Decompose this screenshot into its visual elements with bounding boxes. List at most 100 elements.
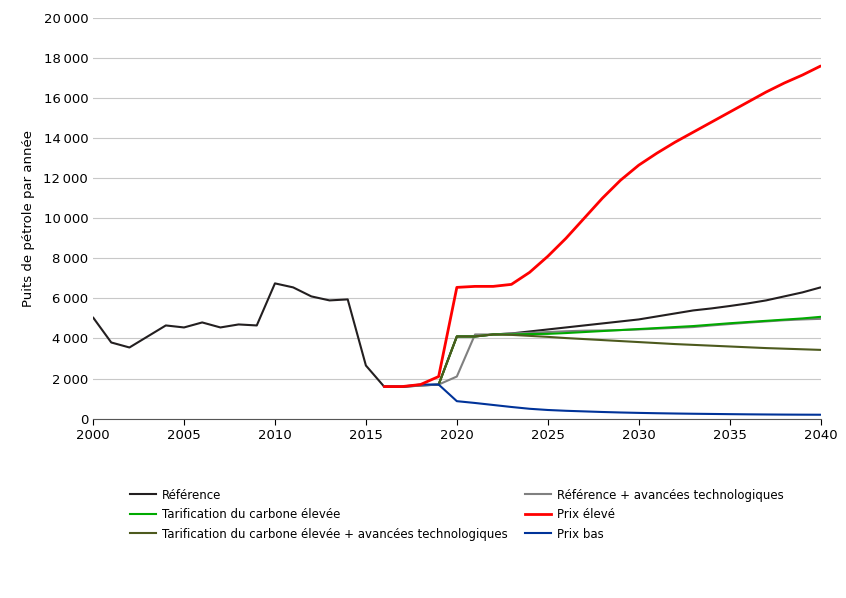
Référence + avancées technologiques bbox=[670, 324, 680, 331]
Prix bas bbox=[470, 399, 481, 407]
Prix élevé bbox=[379, 383, 389, 390]
Tarification du carbone élevée bbox=[470, 333, 481, 340]
Tarification du carbone élevée bbox=[779, 316, 789, 324]
Référence bbox=[143, 333, 153, 340]
Référence + avancées technologiques bbox=[488, 331, 498, 338]
Référence + avancées technologiques bbox=[452, 373, 462, 380]
Référence bbox=[361, 362, 371, 369]
Tarification du carbone élevée bbox=[525, 331, 535, 338]
Prix bas bbox=[761, 411, 772, 418]
Prix élevé bbox=[634, 161, 644, 169]
Prix bas bbox=[689, 410, 699, 417]
Tarification du carbone élevée + avancées technologiques bbox=[634, 338, 644, 346]
Référence + avancées technologiques bbox=[415, 382, 426, 389]
Prix bas bbox=[798, 411, 808, 418]
Référence + avancées technologiques bbox=[398, 383, 408, 390]
Prix élevé bbox=[398, 383, 408, 390]
Prix bas bbox=[616, 409, 626, 416]
Tarification du carbone élevée bbox=[580, 328, 590, 335]
Référence + avancées technologiques bbox=[816, 315, 826, 322]
Référence bbox=[725, 303, 735, 310]
Y-axis label: Puits de pétrole par année: Puits de pétrole par année bbox=[22, 130, 36, 307]
Prix élevé bbox=[616, 176, 626, 184]
Référence bbox=[252, 322, 262, 329]
Line: Tarification du carbone élevée: Tarification du carbone élevée bbox=[439, 317, 821, 385]
Prix élevé bbox=[525, 269, 535, 276]
Tarification du carbone élevée bbox=[761, 318, 772, 325]
Référence + avancées technologiques bbox=[580, 327, 590, 334]
Prix élevé bbox=[725, 108, 735, 115]
Tarification du carbone élevée bbox=[434, 381, 444, 388]
Référence bbox=[816, 284, 826, 291]
Référence bbox=[434, 381, 444, 388]
Tarification du carbone élevée bbox=[670, 324, 680, 331]
Tarification du carbone élevée bbox=[561, 329, 571, 337]
Tarification du carbone élevée + avancées technologiques bbox=[779, 345, 789, 352]
Prix bas bbox=[525, 405, 535, 413]
Prix élevé bbox=[779, 80, 789, 87]
Référence + avancées technologiques bbox=[616, 327, 626, 334]
Tarification du carbone élevée bbox=[725, 320, 735, 327]
Prix bas bbox=[507, 404, 517, 411]
Référence + avancées technologiques bbox=[652, 325, 662, 332]
Référence bbox=[415, 382, 426, 389]
Tarification du carbone élevée + avancées technologiques bbox=[761, 344, 772, 352]
Tarification du carbone élevée bbox=[543, 330, 553, 337]
Tarification du carbone élevée bbox=[689, 322, 699, 329]
Tarification du carbone élevée bbox=[597, 328, 607, 335]
Prix bas bbox=[379, 383, 389, 390]
Prix élevé bbox=[434, 373, 444, 380]
Référence bbox=[525, 328, 535, 335]
Tarification du carbone élevée bbox=[743, 319, 753, 326]
Prix élevé bbox=[706, 118, 717, 126]
Prix élevé bbox=[507, 281, 517, 288]
Référence + avancées technologiques bbox=[761, 318, 772, 325]
Prix bas bbox=[415, 381, 426, 388]
Référence + avancées technologiques bbox=[470, 331, 481, 338]
Référence + avancées technologiques bbox=[706, 322, 717, 329]
Prix bas bbox=[561, 407, 571, 414]
Tarification du carbone élevée + avancées technologiques bbox=[561, 334, 571, 341]
Line: Référence + avancées technologiques: Référence + avancées technologiques bbox=[384, 319, 821, 386]
Référence + avancées technologiques bbox=[689, 324, 699, 331]
Référence bbox=[743, 300, 753, 307]
Référence bbox=[216, 324, 226, 331]
Prix bas bbox=[398, 383, 408, 390]
Référence bbox=[488, 331, 498, 338]
Line: Tarification du carbone élevée + avancées technologiques: Tarification du carbone élevée + avancée… bbox=[439, 334, 821, 385]
Référence bbox=[88, 314, 98, 321]
Référence bbox=[507, 330, 517, 337]
Tarification du carbone élevée bbox=[634, 325, 644, 332]
Tarification du carbone élevée + avancées technologiques bbox=[816, 346, 826, 353]
Prix bas bbox=[816, 411, 826, 419]
Tarification du carbone élevée + avancées technologiques bbox=[597, 337, 607, 344]
Référence bbox=[634, 316, 644, 323]
Tarification du carbone élevée + avancées technologiques bbox=[434, 381, 444, 388]
Legend: Référence, Tarification du carbone élevée, Tarification du carbone élevée + avan: Référence, Tarification du carbone élevé… bbox=[129, 489, 784, 541]
Référence + avancées technologiques bbox=[525, 329, 535, 337]
Prix élevé bbox=[452, 284, 462, 291]
Référence bbox=[124, 344, 135, 351]
Référence bbox=[107, 339, 117, 346]
Prix élevé bbox=[561, 234, 571, 242]
Tarification du carbone élevée + avancées technologiques bbox=[543, 333, 553, 340]
Tarification du carbone élevée bbox=[507, 331, 517, 338]
Line: Référence: Référence bbox=[93, 283, 821, 387]
Prix bas bbox=[488, 401, 498, 408]
Prix élevé bbox=[798, 71, 808, 78]
Prix bas bbox=[743, 411, 753, 418]
Tarification du carbone élevée + avancées technologiques bbox=[616, 337, 626, 344]
Référence bbox=[761, 297, 772, 304]
Tarification du carbone élevée bbox=[816, 313, 826, 321]
Tarification du carbone élevée bbox=[616, 327, 626, 334]
Tarification du carbone élevée bbox=[452, 333, 462, 340]
Prix élevé bbox=[597, 195, 607, 202]
Référence + avancées technologiques bbox=[434, 381, 444, 388]
Prix élevé bbox=[580, 215, 590, 222]
Tarification du carbone élevée + avancées technologiques bbox=[670, 340, 680, 347]
Prix bas bbox=[634, 409, 644, 416]
Référence + avancées technologiques bbox=[798, 316, 808, 323]
Référence bbox=[179, 324, 190, 331]
Référence bbox=[689, 307, 699, 314]
Prix bas bbox=[434, 381, 444, 388]
